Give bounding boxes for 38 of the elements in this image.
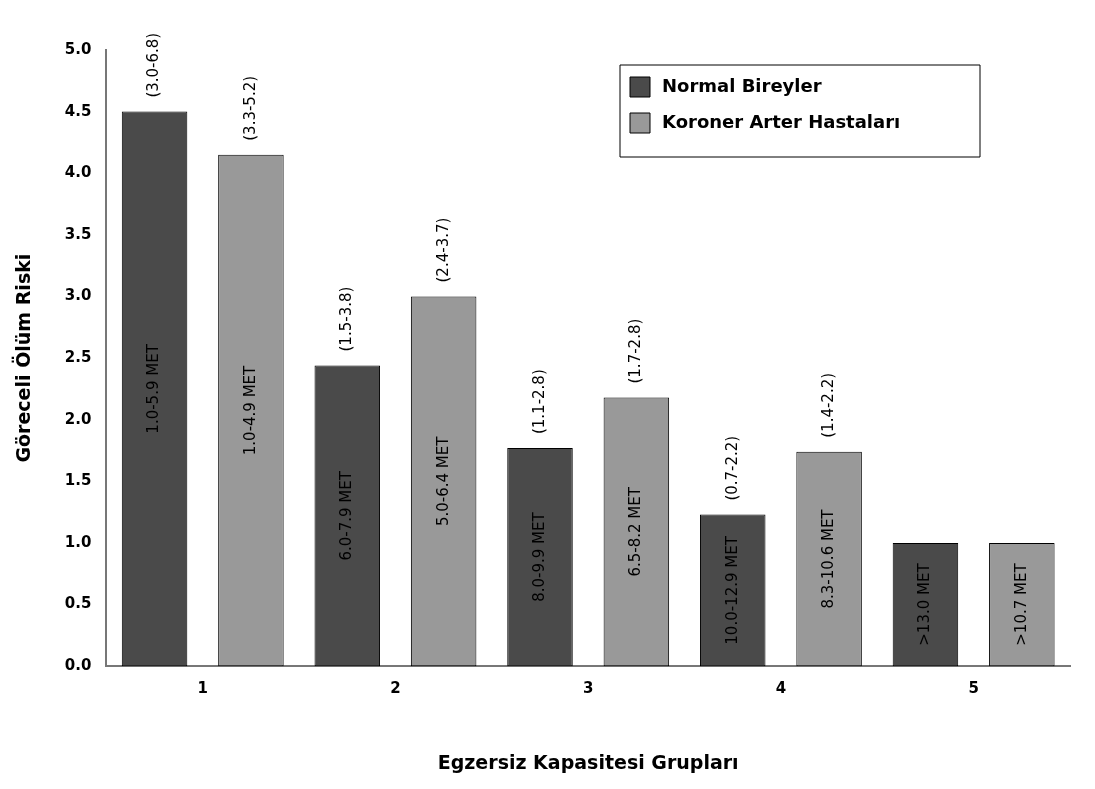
annotation: (1.7-2.8) [626,318,645,384]
annotation: 6.0-7.9 MET [337,470,356,561]
y-tick-label: 5.0 [64,39,92,58]
annotation: 6.5-8.2 MET [626,486,645,577]
y-tick-label: 3.0 [64,286,92,305]
y-tick-label: 0.0 [64,656,92,675]
x-tick-label: 3 [582,679,594,698]
annotation: (3.0-6.8) [144,32,163,98]
annotation: (2.4-3.7) [433,217,452,283]
y-tick-label: 2.5 [64,347,92,366]
annotation: (0.7-2.2) [722,435,741,501]
y-tick-label: 4.0 [64,163,92,182]
annotation: 1.0-4.9 MET [240,364,259,456]
annotation: 10.0-12.9 MET [722,535,741,645]
annotation: >13.0 MET [915,562,934,646]
annotation: 1.0-5.9 MET [144,343,163,434]
x-tick-label: 5 [968,679,979,698]
y-tick-label: 2.0 [64,409,92,428]
x-tick-label: 2 [390,679,401,698]
y-tick-label: 3.5 [64,224,92,243]
y-tick-label: 1.5 [64,471,92,490]
annotation: (1.5-3.8) [337,286,356,352]
annotation: (1.1-2.8) [529,369,548,435]
y-tick-label: 1.0 [64,532,92,551]
annotation: 8.3-10.6 MET [818,508,837,609]
annotation: (1.4-2.2) [818,372,837,438]
y-tick-label: 0.5 [64,594,92,613]
x-tick-label: 1 [197,679,208,698]
x-tick-label: 4 [775,679,787,698]
annotation: 5.0-6.4 MET [433,435,452,527]
y-tick-label: 4.5 [64,101,92,120]
legend-label: Koroner Arter Hastaları [662,110,901,132]
x-axis-title: Egzersiz Kapasitesi Grupları [437,750,739,773]
annotation: >10.7 MET [1011,562,1030,646]
annotation: (3.3-5.2) [240,75,259,141]
legend-label: Normal Bireyler [662,74,822,96]
annotation: 8.0-9.9 MET [529,511,548,602]
y-axis-title: Göreceli Ölüm Riski [11,253,35,463]
